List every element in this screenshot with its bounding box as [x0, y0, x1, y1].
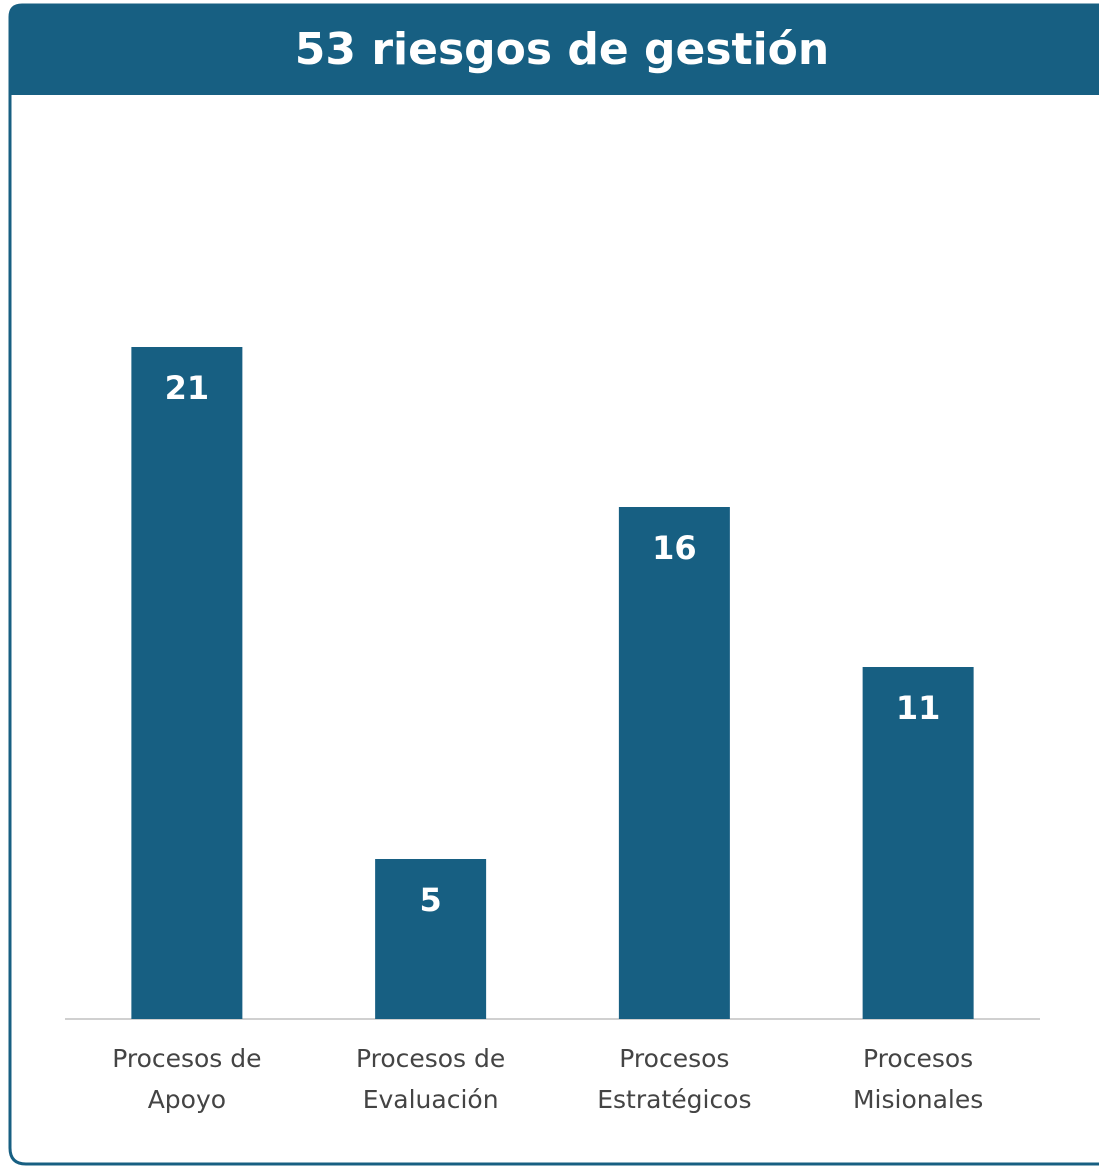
x-tick-label: Procesos Estratégicos	[597, 1044, 752, 1114]
bar	[375, 859, 487, 1019]
value-label: 21	[165, 369, 210, 407]
x-tick-label: Procesos de Evaluación	[355, 1044, 506, 1114]
chart-title: 53 riesgos de gestión	[295, 24, 829, 75]
header-band	[10, 5, 1099, 95]
bar	[862, 667, 974, 1019]
value-label: 5	[419, 881, 441, 919]
value-label: 11	[896, 689, 941, 727]
value-label: 16	[652, 529, 697, 567]
x-tick-label: Procesos Misionales	[852, 1044, 984, 1114]
bar	[131, 347, 243, 1019]
bar	[618, 507, 730, 1019]
x-tick-label: Procesos de Apoyo	[112, 1044, 262, 1114]
